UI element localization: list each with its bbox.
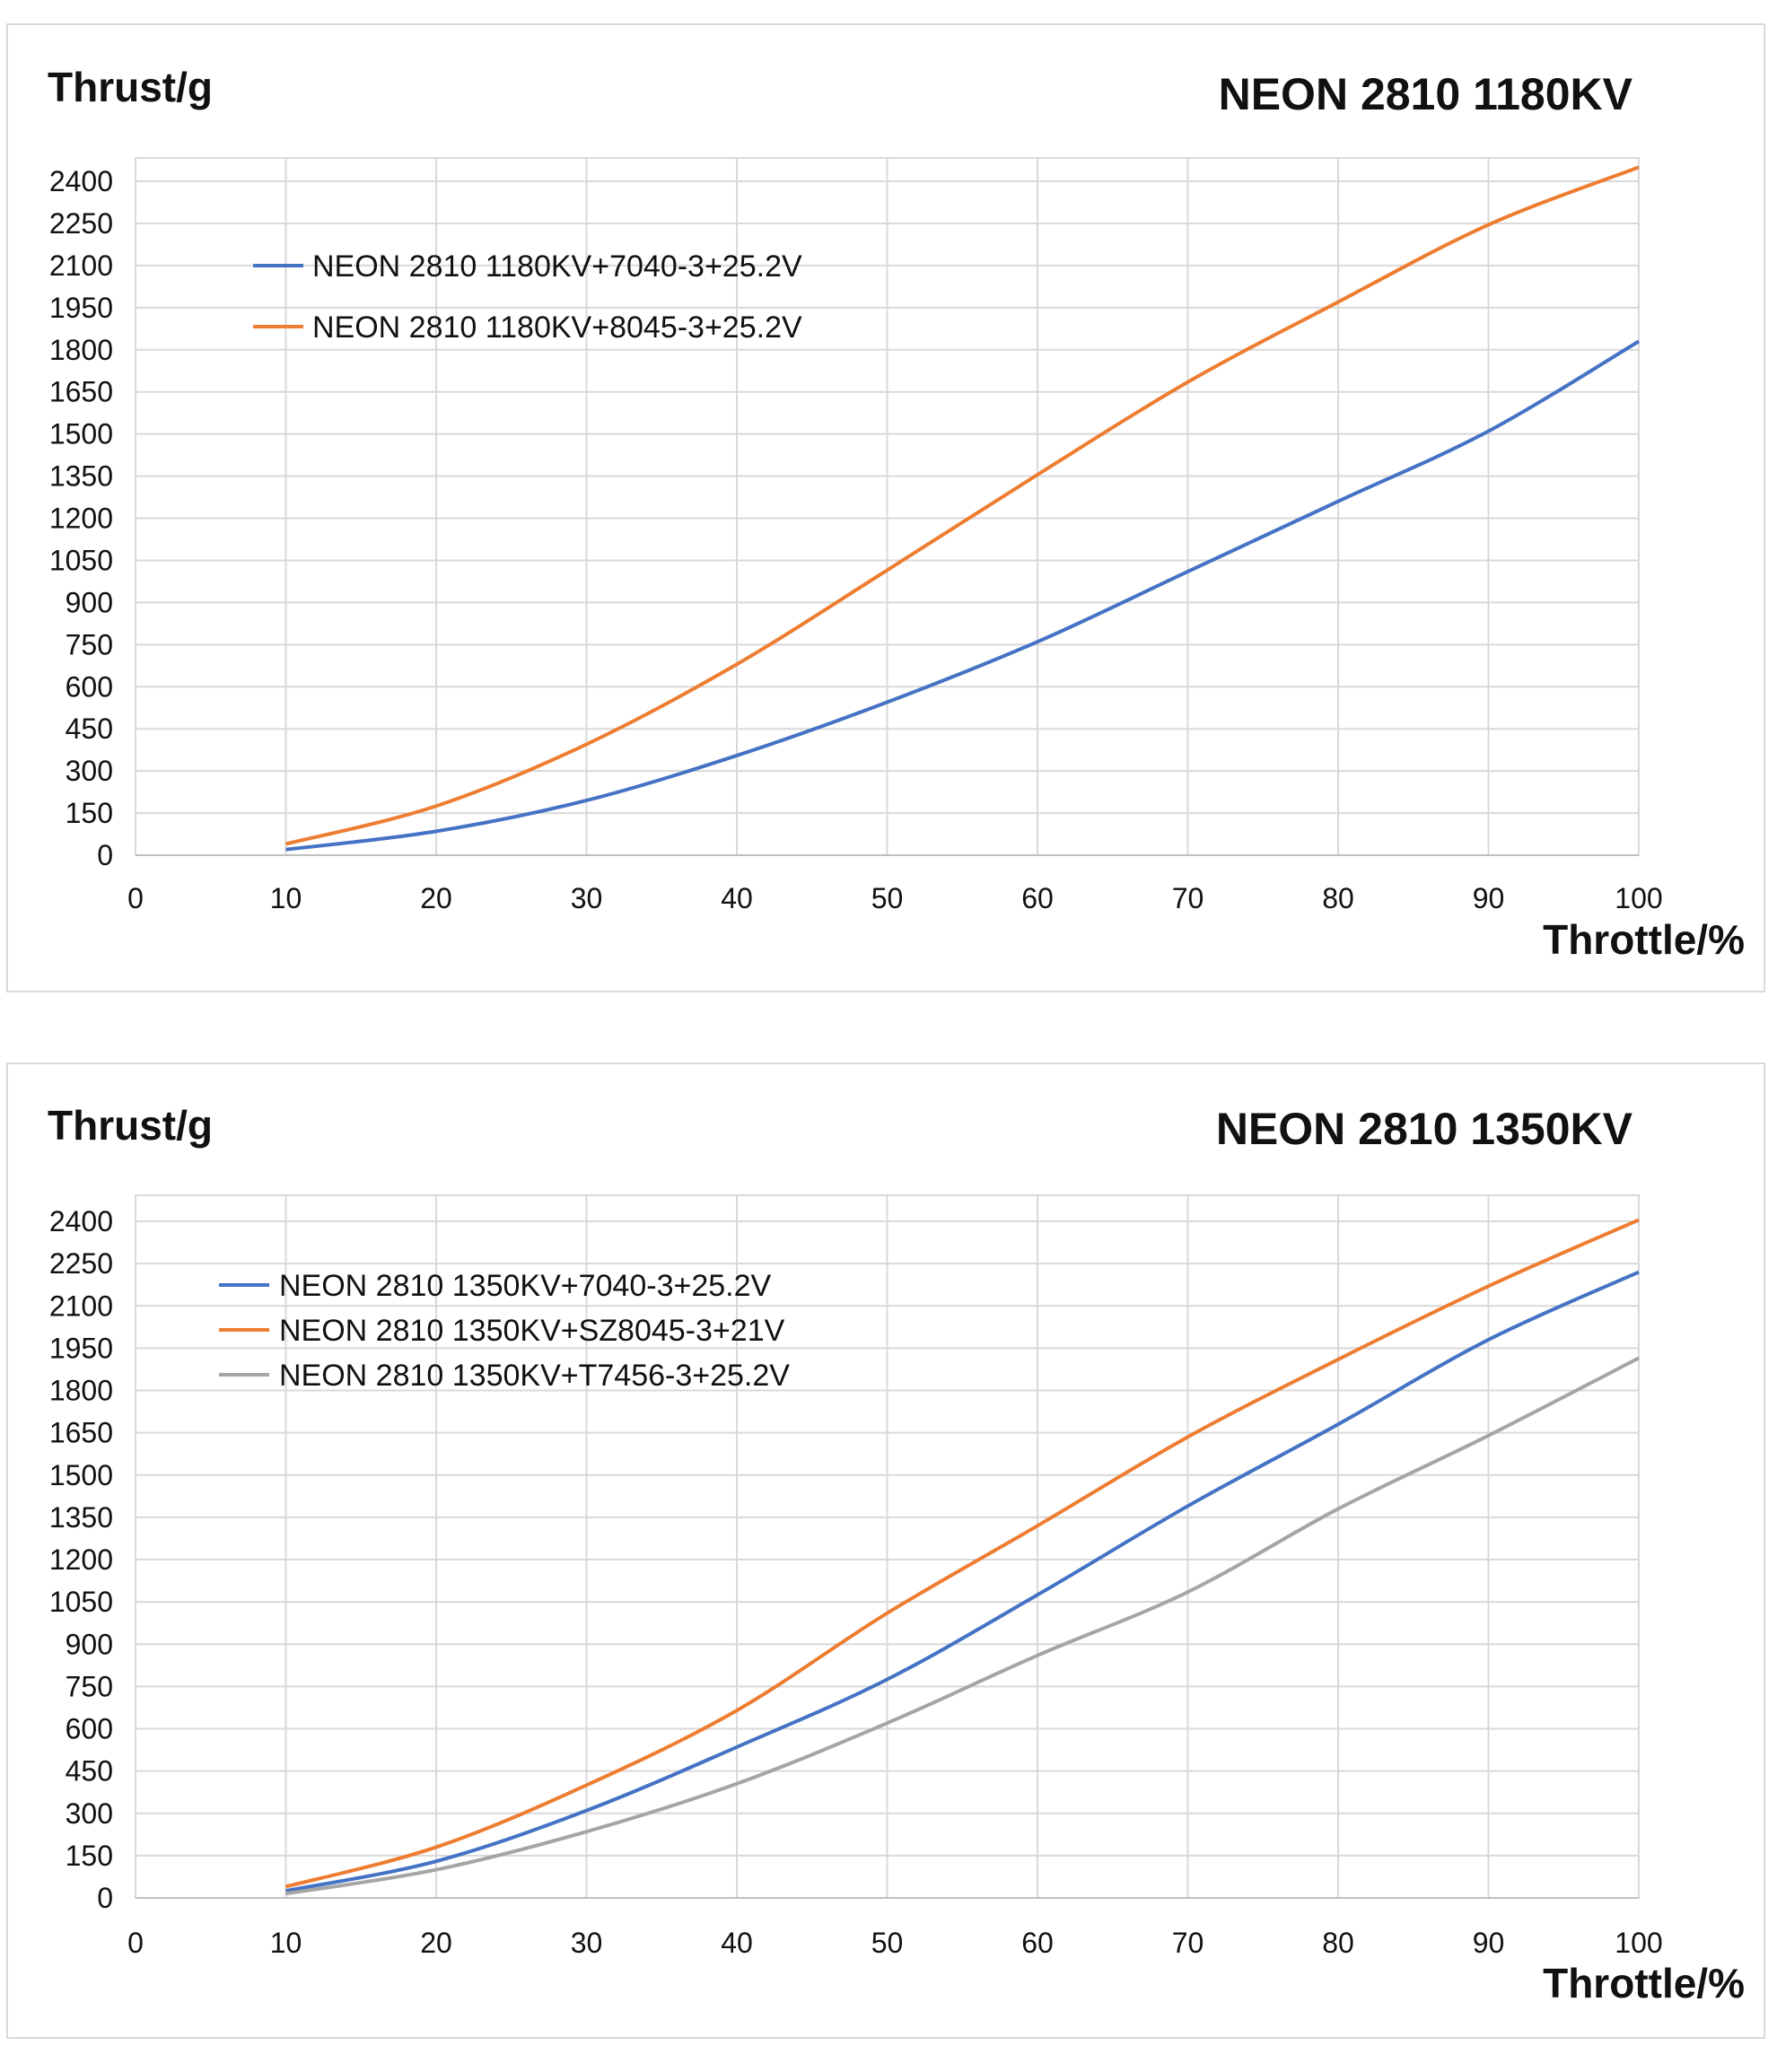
x-tick-label: 10 [270,882,302,914]
legend-entry: NEON 2810 1350KV+T7456-3+25.2V [279,1359,790,1393]
x-tick-label: 80 [1322,882,1354,914]
y-tick-label: 2400 [49,1205,113,1237]
y-tick-label: 1500 [49,1459,113,1491]
legend-entry: NEON 2810 1180KV+8045-3+25.2V [312,310,802,345]
series-line-0 [285,1270,1640,1893]
x-tick-label: 50 [871,882,904,914]
legend-entry: NEON 2810 1180KV+7040-3+25.2V [312,249,802,284]
x-tick-label: 20 [420,882,452,914]
y-tick-label: 2100 [49,1290,113,1322]
y-tick-label: 1200 [49,1543,113,1576]
y-tick-label: 750 [66,1670,113,1702]
x-tick-label: 0 [127,882,144,914]
y-tick-label: 2400 [49,165,113,197]
y-tick-label: 1650 [49,1417,113,1449]
x-tick-label: 20 [420,1927,452,1959]
x-tick-label: 90 [1473,1927,1505,1959]
y-tick-label: 0 [97,1882,113,1914]
y-tick-label: 150 [66,797,113,829]
x-tick-label: 60 [1021,1927,1054,1959]
x-tick-label: 90 [1473,882,1505,914]
x-tick-label: 70 [1172,882,1204,914]
y-tick-label: 1050 [49,1586,113,1618]
y-tick-label: 1200 [49,503,113,535]
y-tick-label: 750 [66,628,113,660]
x-tick-label: 50 [871,1927,904,1959]
x-axis-label: Throttle/% [1543,916,1745,963]
y-tick-label: 1350 [49,460,113,493]
x-tick-label: 30 [571,1927,603,1959]
x-tick-label: 100 [1615,882,1662,914]
y-tick-label: 450 [66,713,113,745]
x-tick-label: 40 [721,882,753,914]
y-tick-label: 150 [66,1840,113,1872]
y-tick-label: 1500 [49,418,113,450]
y-tick-label: 450 [66,1755,113,1788]
y-tick-label: 1950 [49,1332,113,1364]
x-tick-label: 60 [1021,882,1054,914]
series-line-0 [285,339,1641,852]
legend-entry: NEON 2810 1350KV+7040-3+25.2V [279,1269,772,1303]
x-tick-label: 10 [270,1927,302,1959]
chart-panel-1180kv [6,23,1765,992]
x-tick-label: 0 [127,1927,144,1959]
y-tick-label: 600 [66,1713,113,1745]
y-tick-label: 1350 [49,1501,113,1534]
y-tick-label: 1950 [49,292,113,324]
y-tick-label: 1050 [49,544,113,576]
y-tick-label: 300 [66,755,113,787]
x-tick-label: 70 [1172,1927,1204,1959]
chart-title: NEON 2810 1350KV [1216,1104,1633,1154]
y-tick-label: 600 [66,670,113,703]
y-tick-label: 1800 [49,334,113,366]
x-tick-label: 80 [1322,1927,1354,1959]
y-tick-label: 1650 [49,376,113,408]
y-tick-label: 0 [97,839,113,871]
chart-title: NEON 2810 1180KV [1219,69,1633,119]
series-line-2 [285,1356,1640,1896]
y-axis-label: Thrust/g [48,1102,213,1149]
x-axis-label: Throttle/% [1543,1960,1745,2006]
y-tick-label: 300 [66,1797,113,1830]
chart-panel-1350kv [6,1062,1765,2039]
x-tick-label: 30 [571,882,603,914]
x-tick-label: 40 [721,1927,753,1959]
x-tick-label: 100 [1615,1927,1662,1959]
y-axis-label: Thrust/g [48,64,213,110]
y-tick-label: 1800 [49,1375,113,1407]
series-line-1 [285,165,1640,846]
chart-1: 0150300450600750900105012001350150016501… [48,1102,1745,2006]
y-tick-label: 900 [66,586,113,618]
y-tick-label: 2100 [49,249,113,282]
y-tick-label: 900 [66,1628,113,1660]
series-line-1 [284,1218,1640,1889]
chart-0: 0150300450600750900105012001350150016501… [48,64,1745,963]
y-tick-label: 2250 [49,207,113,240]
y-tick-label: 2250 [49,1247,113,1280]
legend-entry: NEON 2810 1350KV+SZ8045-3+21V [279,1314,785,1348]
